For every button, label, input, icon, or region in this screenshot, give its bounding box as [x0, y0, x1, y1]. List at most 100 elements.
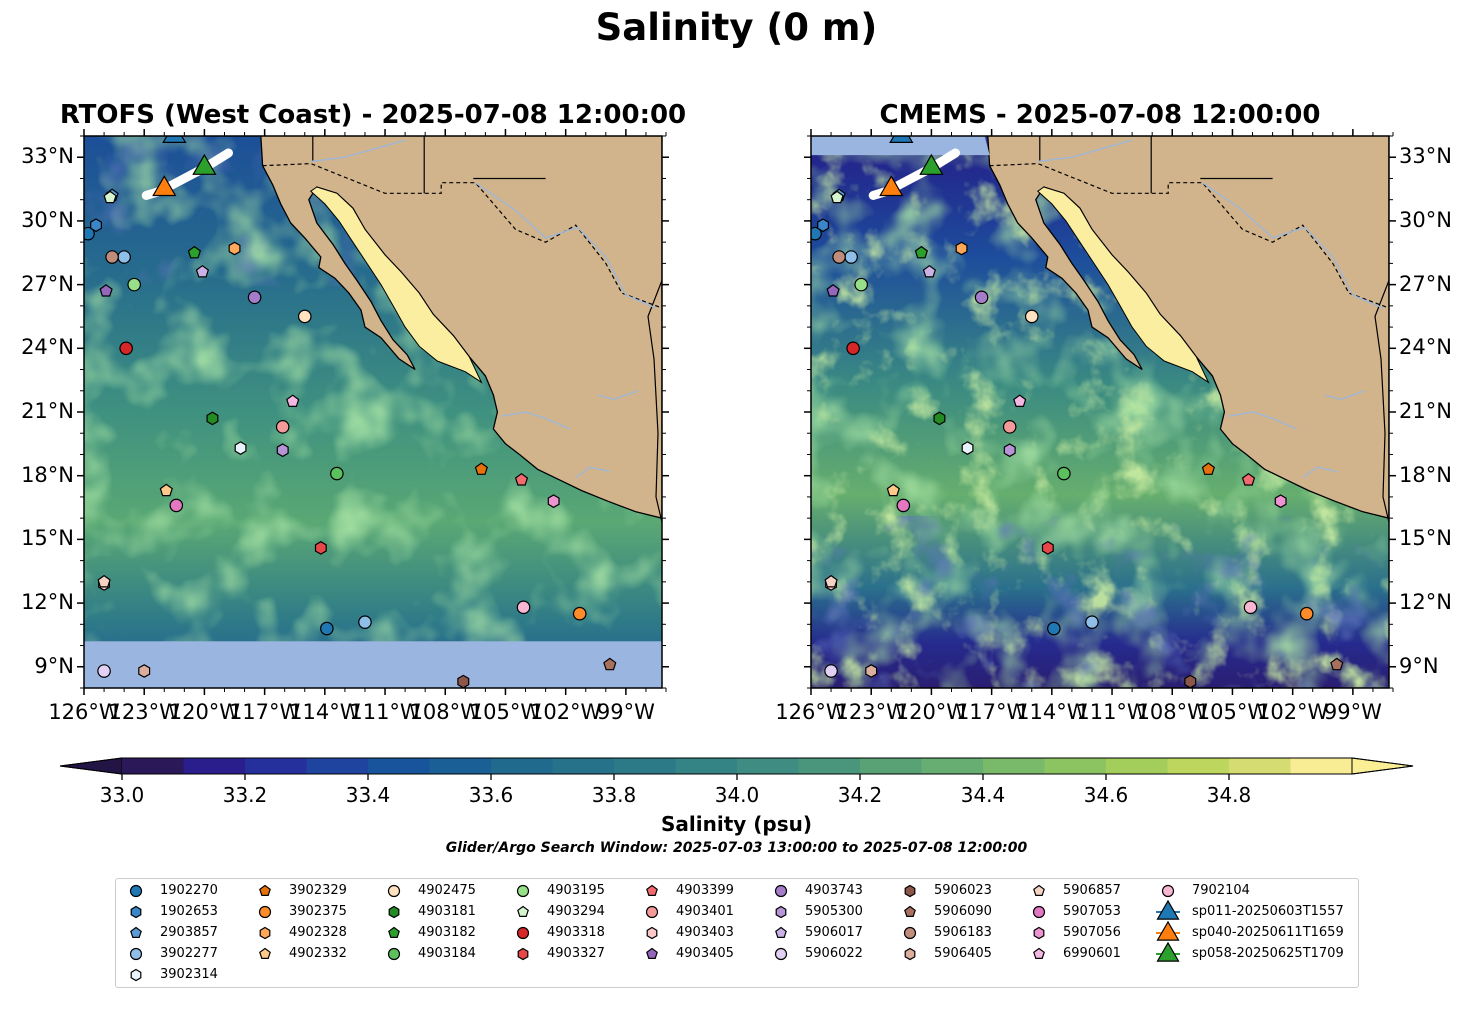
legend-marker-sp058-20250625T1709 [1156, 941, 1180, 962]
obs-3902329 [1201, 462, 1216, 475]
lat-tick-label: 9°N [1399, 653, 1439, 678]
obs-5906017 [922, 264, 937, 278]
legend-label: 5905300 [805, 904, 863, 919]
obs-4903401 [275, 420, 290, 434]
obs-4902475 [297, 309, 312, 324]
obs-4903327 [1041, 541, 1054, 555]
legend-label: 4903743 [805, 883, 863, 898]
lon-tick-label: 99°W [596, 700, 655, 724]
colorbar-bin [798, 758, 861, 774]
obs-5906022 [97, 664, 111, 678]
lon-tick-label: 126°W [775, 700, 847, 724]
obs-4903318 [846, 341, 860, 356]
legend-label: 4902475 [418, 883, 476, 898]
obs-5906405 [865, 664, 878, 678]
obs-5906183 [105, 250, 119, 264]
lon-tick-label: 117°W [228, 700, 301, 724]
legend-marker-5905300 [775, 905, 787, 919]
lat-tick-label: 15°N [21, 526, 74, 551]
legend-label: 5906023 [934, 883, 992, 898]
lat-tick-label: 30°N [21, 207, 74, 232]
colorbar-tick-label: 33.4 [346, 783, 391, 807]
lon-tick-label: 111°W [1076, 700, 1148, 724]
legend-marker-1902653 [130, 905, 142, 919]
obs-4903184 [330, 466, 344, 481]
legend-marker-5906017 [775, 926, 787, 939]
legend-label: 4903182 [418, 925, 476, 940]
legend-label: 3902375 [289, 904, 347, 919]
legend-marker-2903857 [130, 926, 142, 939]
obs-3902314 [961, 441, 974, 455]
obs-4903182 [187, 245, 202, 259]
obs-5907056 [1274, 494, 1287, 509]
gulf-of-california [1037, 186, 1210, 384]
legend-label: 4903294 [547, 904, 605, 919]
colorbar-bin [1106, 758, 1169, 774]
obs-3902277 [844, 250, 858, 264]
legend-label: 5906022 [805, 946, 863, 961]
obs-3902329 [474, 462, 489, 475]
obs-4902475 [1024, 309, 1039, 324]
lat-tick-label: 12°N [21, 590, 74, 615]
obs-4902328 [955, 241, 968, 256]
obs-5906857 [824, 574, 838, 588]
colorbar-bin [245, 758, 308, 774]
legend-label: 4902332 [289, 946, 347, 961]
legend-label: 5906183 [934, 925, 992, 940]
lon-tick-label: 108°W [1136, 700, 1208, 724]
obs-5906405 [138, 664, 151, 678]
legend-label: 4903327 [547, 946, 605, 961]
colorbar-tick-label: 33.8 [592, 783, 637, 807]
legend-marker-3902314 [130, 968, 142, 982]
obs-sp058-20250625T1709 [919, 153, 944, 175]
legend-marker-4903405 [646, 947, 658, 960]
obs-4903181 [206, 411, 219, 426]
obs-4903181 [933, 411, 946, 426]
no-data-region [811, 136, 990, 156]
obs-5906857 [97, 574, 111, 588]
obs-5907053 [169, 498, 184, 513]
colorbar-bin [921, 758, 984, 774]
obs-5907053 [896, 498, 911, 513]
legend-marker-4903195 [516, 884, 530, 898]
obs-4903195 [854, 277, 868, 292]
colorbar-bin [1167, 758, 1230, 774]
colorbar: 33.0 33.2 33.4 33.6 33.8 34.0 34.2 34.4 34.6 34.8 [59, 757, 1414, 807]
obs-7902104 [516, 600, 531, 615]
legend-label: sp040-20250611T1659 [1192, 925, 1344, 940]
obs-3902314 [234, 441, 247, 455]
legend-label: 5907056 [1063, 925, 1121, 940]
obs-1902270 [84, 226, 95, 241]
obs-4903195 [127, 277, 141, 292]
legend-marker-1902270 [129, 884, 143, 898]
legend-marker-4903327 [517, 947, 529, 961]
lat-tick-label: 9°N [34, 653, 74, 678]
colorbar-bin [1290, 758, 1353, 774]
legend-label: 1902653 [160, 904, 218, 919]
panel-title-cmems: CMEMS - 2025-07-08 12:00:00 [879, 100, 1321, 130]
legend-label: 4903399 [676, 883, 734, 898]
obs-1902270 [1047, 621, 1061, 636]
lat-tick-label: 18°N [21, 462, 74, 487]
colorbar-bin [491, 758, 554, 774]
obs-7902104 [1243, 600, 1258, 615]
lon-tick-label: 114°W [1016, 700, 1088, 724]
obs-5906183 [832, 250, 846, 264]
colorbar-tick-label: 34.0 [715, 783, 760, 807]
legend-marker-4903181 [388, 905, 400, 919]
search-window-note: Glider/Argo Search Window: 2025-07-03 13… [445, 840, 1028, 856]
legend-marker-5906183 [903, 926, 917, 940]
legend-label: 4903401 [676, 904, 734, 919]
lat-tick-label: 30°N [1399, 207, 1452, 232]
obs-5906017 [195, 264, 210, 278]
legend-label: 4903405 [676, 946, 734, 961]
obs-3902375 [572, 606, 587, 621]
colorbar-bin [860, 758, 923, 774]
obs-1902270 [320, 621, 334, 636]
obs-5906090 [1330, 657, 1344, 671]
legend-marker-3902375 [258, 905, 272, 919]
colorbar-bin [737, 758, 800, 774]
obs-4903399 [514, 472, 529, 486]
obs-1902653 [90, 218, 103, 233]
